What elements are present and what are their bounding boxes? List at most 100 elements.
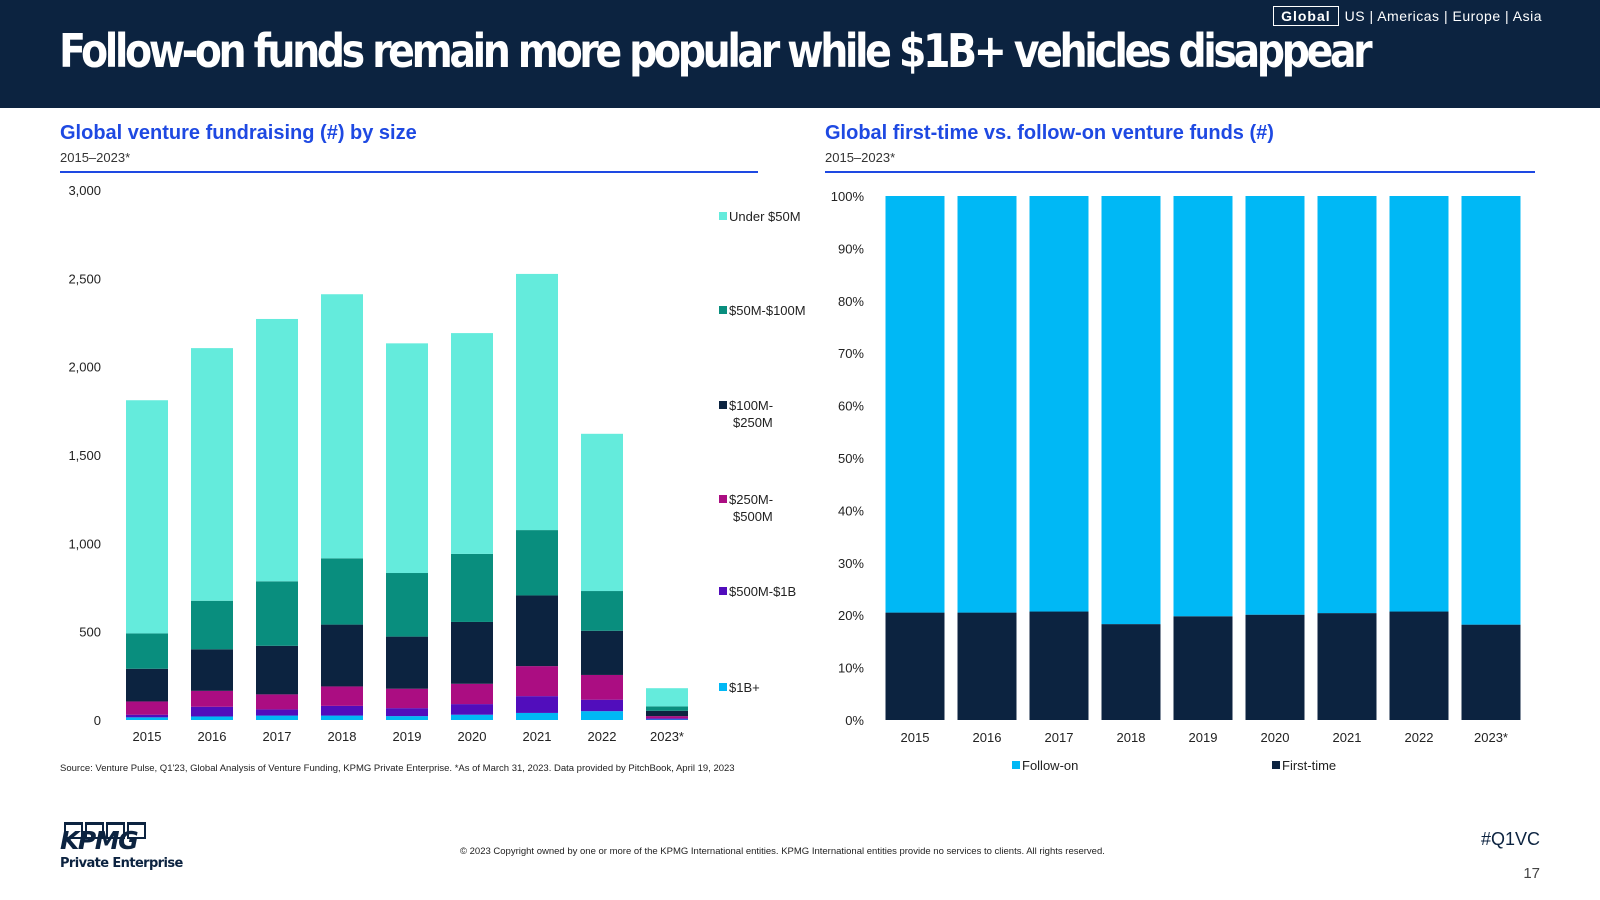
bar-500m-1b-2023 — [646, 718, 688, 720]
page-title: Follow-on funds remain more popular whil… — [59, 24, 1373, 78]
logo-wordmark: KPMG — [60, 826, 139, 855]
y-tick-label-pct-30: 30% — [838, 556, 864, 571]
bar-under-50m-2023 — [646, 688, 688, 707]
source-note: Source: Venture Pulse, Q1'23, Global Ana… — [60, 763, 735, 774]
x-tick-label-2023: 2023* — [650, 729, 684, 744]
bar-250m-500m-2023 — [646, 716, 688, 719]
bar-first-time-2020 — [1245, 614, 1305, 720]
legend-swatch-1bplus — [719, 683, 727, 691]
bar-100m-250m-2019 — [386, 636, 428, 689]
bar-1bplus-2019 — [386, 716, 428, 720]
y-tick-label-pct-50: 50% — [838, 451, 864, 466]
region-tab-global[interactable]: Global — [1273, 6, 1339, 26]
bar-1bplus-2021 — [516, 712, 558, 720]
bar-50m-100m-2017 — [256, 581, 298, 646]
bar-250m-500m-2016 — [191, 690, 233, 707]
hashtag: #Q1VC — [1480, 829, 1540, 849]
bar-follow-on-2016 — [957, 196, 1017, 613]
bar-250m-500m-2019 — [386, 688, 428, 709]
y-tick-label-2000: 2,000 — [68, 360, 101, 375]
bar-under-50m-2018 — [321, 294, 363, 559]
bar-1bplus-2015 — [126, 717, 168, 720]
right-chart-subtitle: 2015–2023* — [825, 150, 896, 165]
bar-100m-250m-2017 — [256, 645, 298, 695]
bar-100m-250m-2022 — [581, 630, 623, 675]
bar-250m-500m-2017 — [256, 694, 298, 710]
x-tick-label-2018: 2018 — [328, 729, 357, 744]
bar-follow-on-2019 — [1173, 196, 1233, 617]
right-chart-title: Global first-time vs. follow-on venture … — [825, 122, 1274, 144]
region-nav: Global US | Americas | Europe | Asia — [1273, 6, 1542, 26]
y-tick-label-pct-90: 90% — [838, 241, 864, 256]
y-tick-label-1500: 1,500 — [68, 448, 101, 463]
legend-label-under-50m: Under $50M — [729, 209, 801, 224]
legend-swatch-first-time — [1272, 761, 1280, 769]
x-tick-label-2019: 2019 — [393, 729, 422, 744]
left-chart-subtitle: 2015–2023* — [60, 150, 131, 165]
bar-250m-500m-2020 — [451, 683, 493, 705]
bar-first-time-2023 — [1461, 624, 1521, 720]
bar-50m-100m-2018 — [321, 558, 363, 625]
legend-label-250m-500m-line2: $500M — [733, 509, 773, 524]
right-chart-rule — [825, 171, 1535, 173]
bar-first-time-2016 — [957, 612, 1017, 720]
x-tick-label-pct-2021: 2021 — [1333, 730, 1362, 745]
bar-250m-500m-2022 — [581, 674, 623, 700]
bar-50m-100m-2019 — [386, 573, 428, 637]
bar-under-50m-2022 — [581, 433, 623, 592]
bar-50m-100m-2015 — [126, 633, 168, 669]
bar-follow-on-2021 — [1317, 196, 1377, 614]
y-tick-label-pct-60: 60% — [838, 399, 864, 414]
bar-first-time-2018 — [1101, 624, 1161, 720]
bar-100m-250m-2023 — [646, 710, 688, 717]
y-tick-label-1000: 1,000 — [68, 536, 101, 551]
legend-label-first-time: First-time — [1282, 758, 1336, 773]
x-tick-label-pct-2018: 2018 — [1117, 730, 1146, 745]
bar-500m-1b-2021 — [516, 696, 558, 713]
bar-250m-500m-2021 — [516, 666, 558, 697]
bar-100m-250m-2018 — [321, 624, 363, 687]
bar-first-time-2022 — [1389, 611, 1449, 720]
x-tick-label-pct-2022: 2022 — [1405, 730, 1434, 745]
bar-1bplus-2016 — [191, 716, 233, 720]
bar-50m-100m-2021 — [516, 530, 558, 596]
y-tick-label-pct-20: 20% — [838, 608, 864, 623]
bar-under-50m-2021 — [516, 273, 558, 531]
bar-500m-1b-2016 — [191, 706, 233, 717]
y-tick-label-0: 0 — [94, 713, 101, 728]
x-tick-label-pct-2023: 2023* — [1474, 730, 1508, 745]
x-tick-label-pct-2017: 2017 — [1045, 730, 1074, 745]
y-tick-label-pct-40: 40% — [838, 503, 864, 518]
x-tick-label-pct-2019: 2019 — [1189, 730, 1218, 745]
x-tick-label-2016: 2016 — [198, 729, 227, 744]
y-tick-label-pct-80: 80% — [838, 294, 864, 309]
bar-1bplus-2023 — [646, 719, 688, 720]
bar-first-time-2019 — [1173, 616, 1233, 720]
bar-follow-on-2018 — [1101, 196, 1161, 625]
bar-50m-100m-2016 — [191, 600, 233, 650]
bar-100m-250m-2021 — [516, 595, 558, 667]
legend-swatch-follow-on — [1012, 761, 1020, 769]
legend-label-500m-1b: $500M-$1B — [729, 584, 796, 599]
bar-50m-100m-2022 — [581, 591, 623, 631]
region-tabs-other[interactable]: US | Americas | Europe | Asia — [1344, 8, 1542, 24]
page-number: 17 — [1523, 865, 1540, 882]
legend-swatch-250m-500m — [719, 495, 727, 503]
x-tick-label-2015: 2015 — [133, 729, 162, 744]
header-band: Follow-on funds remain more popular whil… — [0, 0, 1600, 108]
bar-500m-1b-2017 — [256, 709, 298, 716]
x-tick-label-pct-2015: 2015 — [901, 730, 930, 745]
bar-500m-1b-2019 — [386, 708, 428, 717]
bar-follow-on-2023 — [1461, 196, 1521, 625]
y-tick-label-3000: 3,000 — [68, 183, 101, 198]
y-tick-label-2500: 2,500 — [68, 271, 101, 286]
legend-swatch-500m-1b — [719, 587, 727, 595]
bar-follow-on-2022 — [1389, 196, 1449, 612]
bar-first-time-2015 — [885, 612, 945, 720]
legend-label-50m-100m: $50M-$100M — [729, 303, 806, 318]
legend-label-follow-on: Follow-on — [1022, 758, 1078, 773]
bar-50m-100m-2023 — [646, 706, 688, 711]
copyright-note: © 2023 Copyright owned by one or more of… — [460, 846, 1105, 857]
